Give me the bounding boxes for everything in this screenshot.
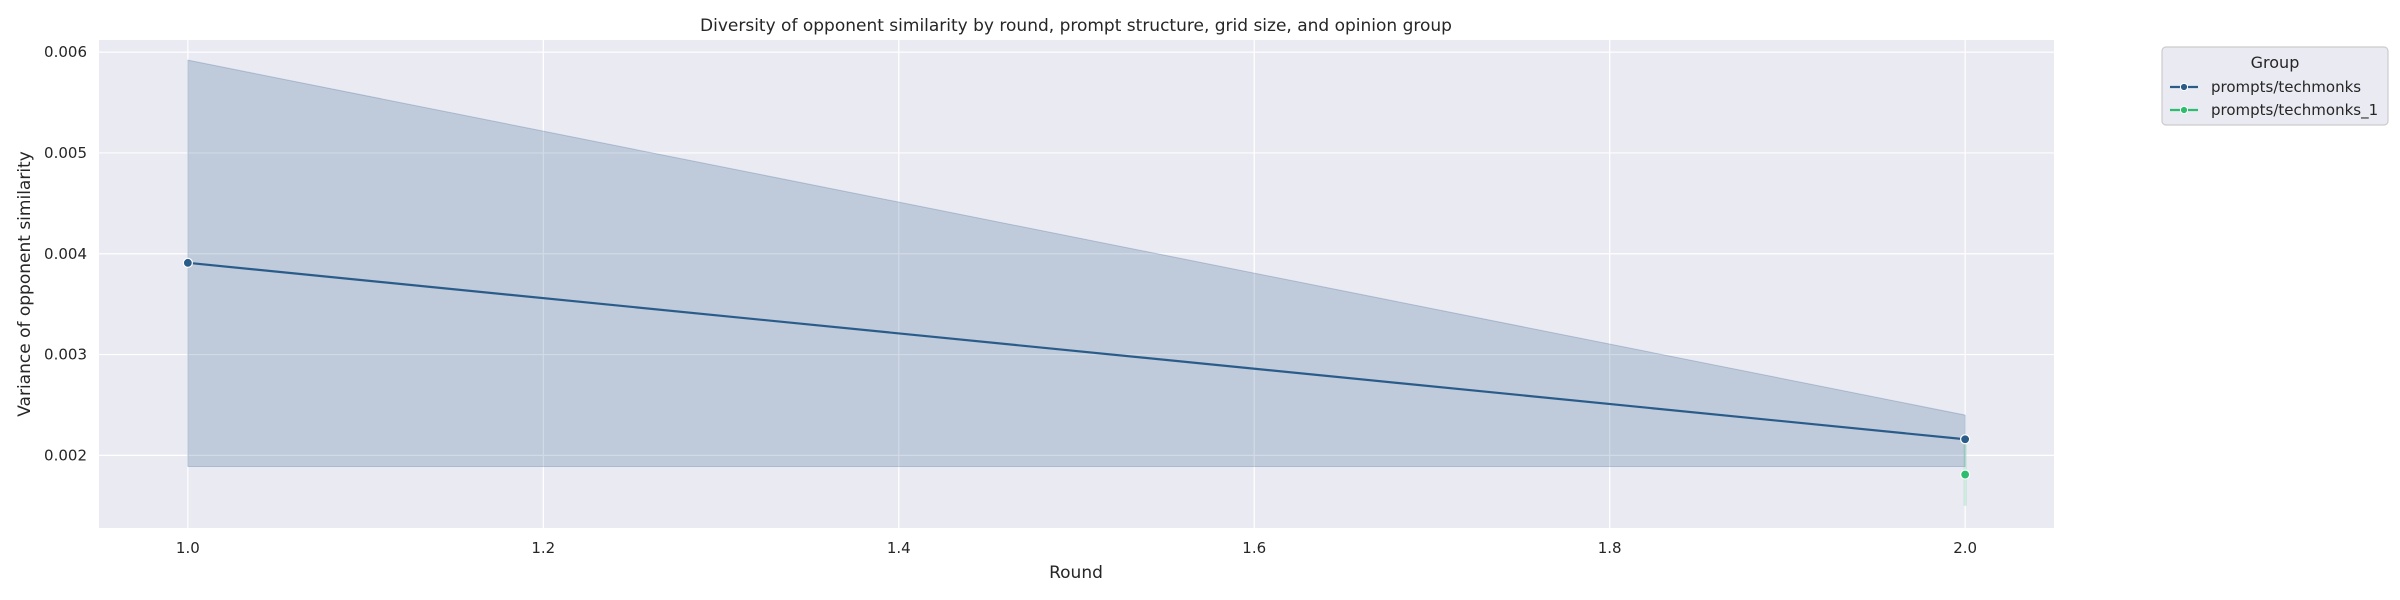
legend-marker: [2179, 105, 2189, 115]
x-tick-labels: 1.0 1.2 1.4 1.6 1.8 2.0: [176, 539, 1977, 557]
legend-label: prompts/techmonks_1: [2211, 101, 2378, 120]
y-tick-label: 0.005: [44, 144, 87, 162]
data-point: [182, 257, 193, 268]
data-point: [1960, 469, 1971, 480]
grid-lines: [99, 40, 2054, 528]
y-tick-label: 0.003: [44, 346, 87, 364]
confidence-band: [187, 59, 1966, 467]
legend-title: Group: [2251, 53, 2300, 72]
x-tick-label: 1.0: [176, 539, 200, 557]
y-tick-label: 0.006: [44, 43, 87, 61]
y-tick-label: 0.004: [44, 245, 87, 263]
legend-label: prompts/techmonks: [2211, 78, 2361, 96]
x-tick-label: 2.0: [1953, 539, 1977, 557]
y-axis-label: Variance of opponent similarity: [15, 151, 35, 417]
legend-marker: [2179, 82, 2189, 92]
x-tick-label: 1.2: [531, 539, 555, 557]
y-tick-labels: 0.002 0.003 0.004 0.005 0.006: [44, 43, 87, 464]
x-axis-label: Round: [1049, 563, 1103, 583]
y-tick-label: 0.002: [44, 446, 87, 464]
legend: Group prompts/techmonksprompts/techmonks…: [2161, 46, 2389, 126]
legend-box: [2161, 46, 2389, 126]
x-tick-label: 1.8: [1598, 539, 1622, 557]
data-point: [1960, 434, 1971, 445]
x-tick-label: 1.6: [1242, 539, 1266, 557]
series-lines: [182, 257, 1971, 480]
x-tick-label: 1.4: [887, 539, 911, 557]
chart-title: Diversity of opponent similarity by roun…: [700, 16, 1452, 36]
plot-area-background: [99, 40, 2054, 528]
series-line: [187, 261, 1966, 441]
legend-entries: prompts/techmonks prompts/techmonks_1: [2170, 78, 2378, 120]
